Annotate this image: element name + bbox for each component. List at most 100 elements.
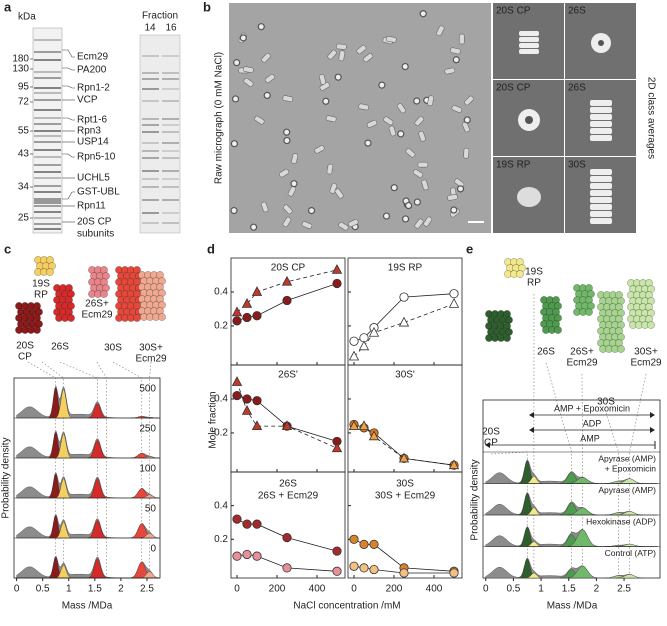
x-tick-label: 200 bbox=[269, 584, 286, 595]
density bbox=[590, 211, 612, 217]
gel-band bbox=[142, 150, 159, 152]
band-label: Rpn1-2 bbox=[77, 83, 110, 94]
particle bbox=[397, 103, 406, 114]
particle bbox=[325, 115, 337, 123]
gel-band bbox=[142, 199, 159, 201]
complex-label: Ecm29 bbox=[81, 310, 113, 321]
x-tick-label: 2.5 bbox=[617, 584, 631, 595]
marker-label: 180 bbox=[12, 54, 29, 65]
guide-line bbox=[41, 361, 64, 578]
density-trace bbox=[16, 430, 160, 459]
gel-band bbox=[162, 157, 179, 159]
axes-frame bbox=[230, 364, 346, 473]
point bbox=[368, 326, 380, 337]
complex-label: Ecm29 bbox=[630, 358, 662, 369]
particle bbox=[290, 180, 298, 188]
point bbox=[252, 396, 262, 406]
complex-label: 30S bbox=[597, 397, 615, 408]
gel-band bbox=[34, 185, 61, 187]
point bbox=[359, 563, 369, 573]
class-label: 19S RP bbox=[496, 160, 531, 171]
complex-label: 20S bbox=[482, 427, 500, 438]
peak bbox=[55, 433, 72, 459]
peak bbox=[567, 477, 598, 484]
point bbox=[242, 312, 252, 323]
particle bbox=[450, 47, 461, 55]
gel-band bbox=[34, 92, 61, 94]
density bbox=[590, 218, 612, 224]
gel-band bbox=[34, 59, 61, 61]
peak bbox=[87, 558, 108, 579]
point bbox=[282, 295, 292, 306]
arrowhead bbox=[485, 442, 490, 448]
gel-band bbox=[34, 198, 61, 204]
particle bbox=[364, 139, 372, 147]
gel-band bbox=[142, 78, 159, 80]
particle bbox=[254, 115, 265, 125]
point bbox=[349, 534, 359, 544]
gel-band bbox=[34, 141, 61, 143]
subplot-title: 26S bbox=[279, 479, 297, 490]
subunit bbox=[133, 314, 141, 322]
point bbox=[358, 420, 370, 431]
particle bbox=[456, 185, 465, 193]
y-tick-label: 0.2 bbox=[214, 428, 228, 439]
point bbox=[281, 275, 293, 286]
band-connector bbox=[62, 85, 75, 89]
particle bbox=[257, 23, 265, 31]
gel-band bbox=[34, 191, 61, 193]
gel-band bbox=[34, 228, 61, 230]
subunit bbox=[503, 334, 511, 342]
particle bbox=[414, 116, 424, 126]
axes-frame bbox=[230, 471, 346, 579]
gel-band bbox=[34, 39, 61, 41]
particle bbox=[231, 95, 240, 103]
series-line bbox=[236, 395, 338, 442]
particle bbox=[452, 56, 460, 64]
point bbox=[369, 539, 379, 549]
subunit bbox=[516, 270, 524, 278]
peak bbox=[616, 511, 643, 516]
point bbox=[369, 564, 379, 575]
point bbox=[331, 442, 343, 453]
particle bbox=[397, 130, 405, 138]
particle bbox=[263, 91, 271, 100]
panel-label: e bbox=[466, 241, 473, 256]
density bbox=[517, 187, 541, 207]
point bbox=[241, 298, 253, 308]
particle bbox=[250, 223, 258, 231]
gel-band bbox=[162, 118, 179, 120]
subplot-title: 30S + Ecm29 bbox=[375, 491, 436, 502]
point bbox=[349, 336, 359, 346]
peak bbox=[567, 529, 598, 547]
particle bbox=[282, 95, 294, 102]
particle bbox=[334, 188, 344, 199]
axis-label: Probability density bbox=[1, 437, 12, 518]
subunit bbox=[158, 313, 166, 321]
marker-label: 95 bbox=[18, 82, 30, 93]
gel-band bbox=[34, 87, 61, 89]
particle bbox=[283, 136, 291, 145]
particle bbox=[242, 66, 254, 73]
gel-band bbox=[142, 178, 159, 180]
x-tick-label: 1 bbox=[66, 584, 72, 595]
gel-band bbox=[162, 55, 179, 57]
panel-label: c bbox=[4, 241, 11, 256]
gel-band bbox=[142, 100, 159, 102]
gel-band bbox=[162, 72, 179, 74]
point bbox=[242, 549, 252, 560]
particle bbox=[366, 119, 378, 128]
particle bbox=[382, 212, 391, 220]
particle bbox=[338, 221, 349, 231]
point bbox=[232, 551, 242, 561]
gel-band bbox=[142, 55, 159, 57]
particle bbox=[301, 221, 313, 230]
point bbox=[332, 566, 342, 576]
density bbox=[590, 114, 612, 120]
gel-band bbox=[34, 164, 61, 166]
density bbox=[590, 176, 612, 182]
band-label: 20S CP bbox=[77, 217, 112, 228]
axes-frame bbox=[230, 257, 346, 366]
point bbox=[241, 405, 253, 415]
subplot-title: 20S CP bbox=[271, 263, 306, 274]
